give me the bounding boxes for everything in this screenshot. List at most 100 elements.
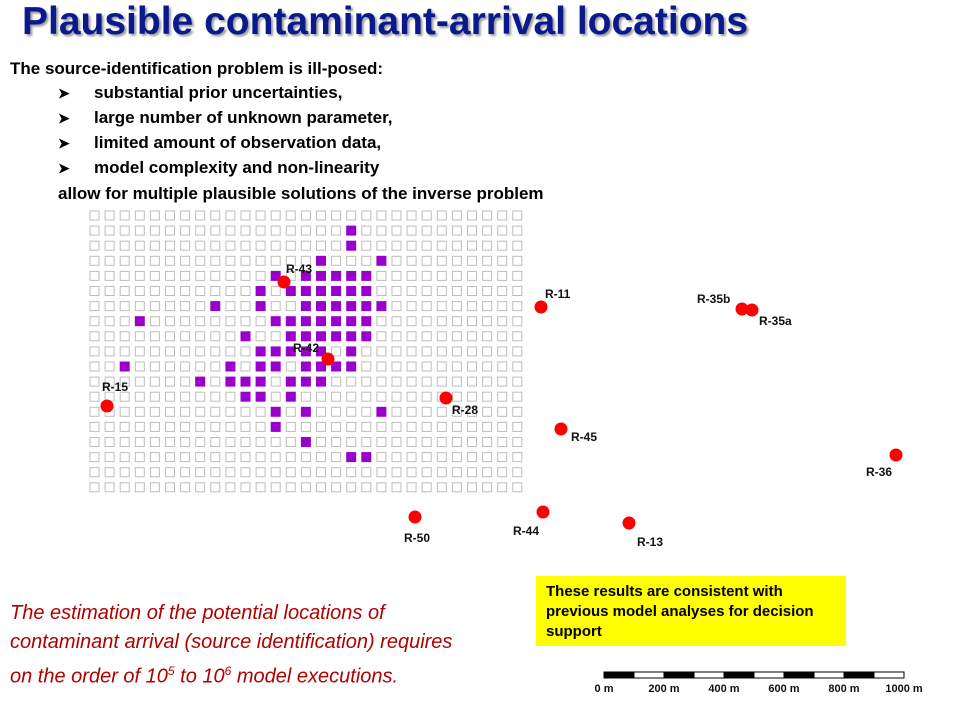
grid-cell — [512, 376, 523, 387]
grid-cell — [482, 361, 493, 372]
grid-cell — [104, 376, 115, 387]
grid-cell — [376, 452, 387, 463]
grid-cell — [451, 225, 462, 236]
grid-cell — [149, 391, 160, 402]
arrow-bullet-icon: ➤ — [58, 160, 70, 176]
grid-cell — [225, 210, 236, 221]
grid-cell — [406, 331, 417, 342]
grid-cell — [300, 391, 311, 402]
grid-cell — [316, 406, 326, 417]
grid-cell — [149, 225, 160, 236]
grid-cell — [225, 331, 236, 342]
grid-cell — [421, 301, 432, 312]
grid-cell — [149, 316, 160, 327]
plausible-cell — [316, 361, 326, 372]
grid-cell — [406, 391, 417, 402]
model-grid — [89, 210, 523, 493]
grid-cell — [165, 391, 175, 402]
grid-cell — [180, 376, 191, 387]
grid-cell — [406, 361, 417, 372]
grid-cell — [482, 376, 493, 387]
grid-cell — [104, 482, 115, 493]
grid-cell — [467, 482, 477, 493]
plausible-cell — [316, 346, 326, 357]
grid-cell — [331, 240, 342, 251]
grid-cell — [467, 301, 477, 312]
grid-cell — [210, 270, 221, 281]
grid-cell — [119, 270, 130, 281]
grid-cell — [104, 452, 115, 463]
grid-cell — [149, 286, 160, 296]
grid-cell — [421, 270, 432, 281]
plausible-cell — [285, 376, 296, 387]
grid-cell — [331, 255, 342, 266]
grid-cell — [165, 210, 175, 221]
grid-cell — [467, 210, 477, 221]
grid-cell — [180, 331, 191, 342]
plausible-cell — [300, 437, 311, 447]
grid-cell — [119, 437, 130, 447]
grid-cell — [225, 406, 236, 417]
grid-cell — [180, 452, 191, 463]
grid-cell — [195, 482, 206, 493]
well-marker — [534, 300, 548, 314]
plausible-cell — [270, 316, 281, 327]
grid-cell — [240, 270, 251, 281]
grid-cell — [361, 240, 372, 251]
grid-cell — [134, 240, 145, 251]
grid-cell — [210, 421, 221, 432]
conclusion-text: allow for multiple plausible solutions o… — [58, 184, 544, 203]
plausible-cell — [285, 391, 296, 402]
plausible-cell — [270, 361, 281, 372]
grid-cell — [451, 421, 462, 432]
grid-cell — [421, 376, 432, 387]
grid-cell — [285, 421, 296, 432]
plausible-cell — [270, 421, 281, 432]
grid-cell — [436, 240, 447, 251]
grid-cell — [421, 240, 432, 251]
grid-cell — [165, 331, 175, 342]
bullet-item: ➤ substantial prior uncertainties, — [58, 83, 393, 108]
grid-cell — [165, 452, 175, 463]
grid-cell — [180, 406, 191, 417]
well-marker — [100, 399, 114, 413]
grid-cell — [421, 361, 432, 372]
grid-cell — [406, 421, 417, 432]
grid-cell — [134, 255, 145, 266]
grid-cell — [512, 286, 523, 296]
grid-cell — [497, 406, 508, 417]
grid-cell — [436, 346, 447, 357]
grid-cell — [451, 452, 462, 463]
grid-cell — [300, 210, 311, 221]
grid-cell — [316, 391, 326, 402]
plausible-cell — [346, 225, 357, 236]
grid-cell — [240, 406, 251, 417]
plausible-cell — [346, 316, 357, 327]
grid-cell — [497, 421, 508, 432]
grid-cell — [104, 331, 115, 342]
grid-cell — [104, 361, 115, 372]
grid-cell — [436, 225, 447, 236]
grid-cell — [467, 376, 477, 387]
grid-cell — [270, 225, 281, 236]
grid-cell — [421, 467, 432, 478]
grid-cell — [180, 286, 191, 296]
grid-cell — [180, 467, 191, 478]
grid-cell — [497, 331, 508, 342]
grid-cell — [119, 346, 130, 357]
grid-cell — [89, 210, 100, 221]
well-marker — [735, 302, 749, 316]
well-label: R-11 — [545, 287, 571, 301]
grid-cell — [497, 452, 508, 463]
grid-cell — [406, 316, 417, 327]
grid-cell — [149, 467, 160, 478]
scale-label: 200 m — [648, 683, 679, 695]
grid-cell — [270, 301, 281, 312]
plausible-cell — [361, 286, 372, 296]
grid-cell — [270, 240, 281, 251]
grid-cell — [210, 286, 221, 296]
grid-cell — [119, 225, 130, 236]
grid-cell — [497, 240, 508, 251]
grid-cell — [104, 467, 115, 478]
grid-cell — [421, 391, 432, 402]
